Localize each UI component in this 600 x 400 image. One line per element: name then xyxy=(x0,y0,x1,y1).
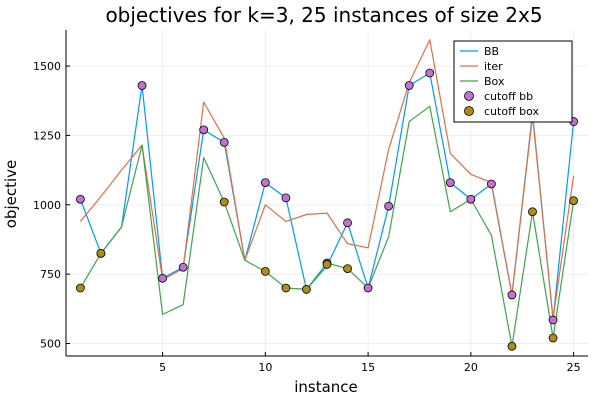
data-point-cutoff-bb xyxy=(425,68,435,78)
legend-swatch xyxy=(464,106,474,116)
chart-title: objectives for k=3, 25 instances of size… xyxy=(105,3,542,27)
legend-label: cutoff bb xyxy=(484,90,533,103)
legend-label: iter xyxy=(484,60,503,73)
y-tick-label: 1250 xyxy=(33,129,61,142)
data-point-cutoff-box xyxy=(75,283,85,293)
data-point-cutoff-bb xyxy=(445,178,455,187)
data-point-cutoff-box xyxy=(343,264,352,274)
y-tick-label: 1000 xyxy=(33,199,61,212)
data-point-cutoff-bb xyxy=(548,315,558,325)
x-tick-label: 20 xyxy=(464,361,478,374)
x-tick-label: 15 xyxy=(361,361,375,374)
legend-label: Box xyxy=(484,75,505,88)
y-axis-label: objective xyxy=(2,160,20,229)
legend-label: cutoff box xyxy=(484,105,540,118)
data-point-cutoff-box xyxy=(548,333,558,343)
data-point-cutoff-box xyxy=(281,283,291,293)
legend-label: BB xyxy=(484,45,499,58)
x-axis-label: instance xyxy=(294,378,358,396)
data-point-cutoff-box xyxy=(322,260,332,269)
x-tick-label: 10 xyxy=(258,361,272,374)
data-point-cutoff-box xyxy=(569,196,579,206)
data-point-cutoff-bb xyxy=(75,194,85,204)
legend: BB iter Box cutoff bb cutoff box xyxy=(453,40,573,123)
data-point-cutoff-bb xyxy=(158,273,167,283)
data-point-cutoff-box xyxy=(96,248,106,258)
data-point-cutoff-bb xyxy=(507,290,517,300)
y-tick-label: 1500 xyxy=(33,60,61,73)
y-tick-label: 750 xyxy=(40,268,61,281)
data-point-cutoff-box xyxy=(528,207,537,217)
data-point-cutoff-bb xyxy=(219,137,229,147)
data-point-cutoff-box xyxy=(507,341,517,351)
data-point-cutoff-bb xyxy=(363,283,373,293)
legend-box xyxy=(453,40,573,123)
plot-area xyxy=(75,39,579,351)
legend-swatch xyxy=(464,91,474,101)
axes: 5 10 15 20 25 500 750 1000 1250 1500 xyxy=(33,30,588,374)
data-point-cutoff-bb xyxy=(281,193,291,203)
data-point-cutoff-bb xyxy=(384,201,394,211)
data-point-cutoff-bb xyxy=(343,218,352,228)
data-point-cutoff-bb xyxy=(137,81,147,90)
data-point-cutoff-bb xyxy=(199,125,209,135)
y-tick-label: 500 xyxy=(40,338,61,351)
data-point-cutoff-box xyxy=(219,197,229,207)
data-point-cutoff-bb xyxy=(404,81,414,90)
data-point-cutoff-bb xyxy=(487,179,496,189)
x-tick-label: 25 xyxy=(567,361,581,374)
data-point-cutoff-box xyxy=(260,266,270,276)
data-point-cutoff-bb xyxy=(260,178,270,187)
x-tick-label: 5 xyxy=(159,361,166,374)
data-point-cutoff-bb xyxy=(178,262,188,272)
data-point-cutoff-box xyxy=(302,285,311,294)
data-point-cutoff-bb xyxy=(466,194,476,204)
